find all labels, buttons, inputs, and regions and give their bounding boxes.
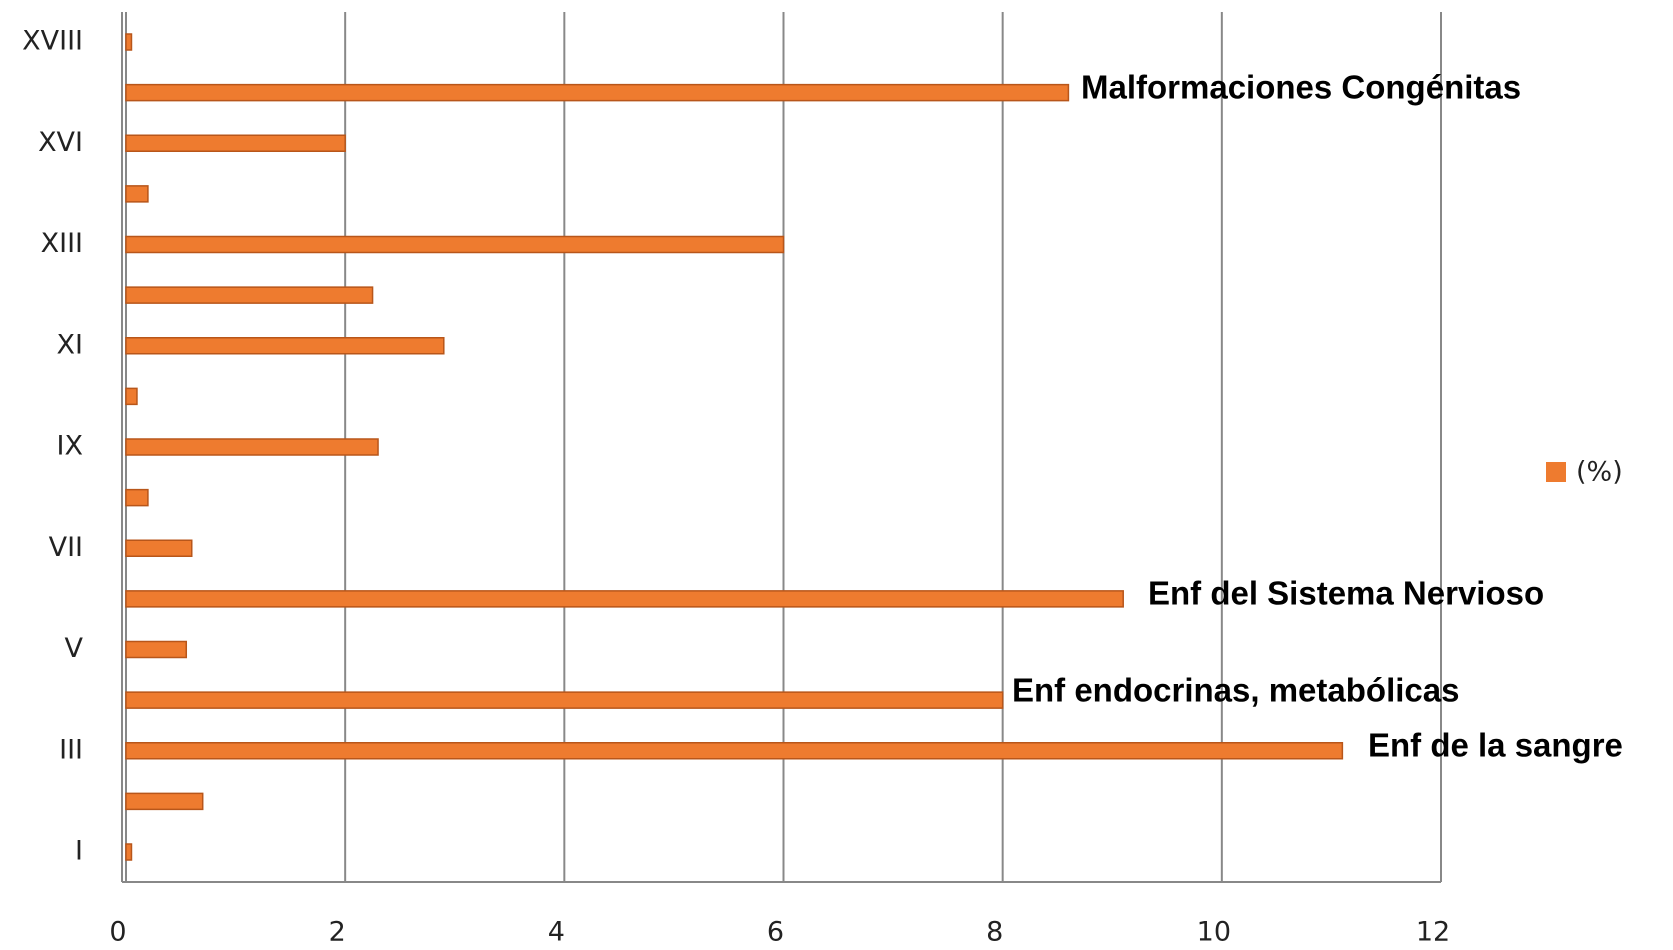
legend-label: (%)	[1576, 457, 1623, 488]
bar	[125, 337, 445, 355]
bar	[125, 843, 133, 861]
y-tick-label: XVIII	[22, 26, 83, 57]
x-tick-label: 8	[986, 917, 1003, 948]
annotation: Malformaciones Congénitas	[1081, 69, 1521, 106]
y-tick-label: IX	[57, 431, 83, 462]
y-tick-label: V	[65, 633, 84, 664]
y-tick-label: I	[75, 836, 83, 867]
x-tick-label: 2	[329, 917, 346, 948]
bar	[125, 286, 374, 304]
bar	[125, 488, 149, 507]
bar	[125, 539, 193, 557]
annotation: Enf endocrinas, metabólicas	[1012, 672, 1459, 709]
bar	[125, 185, 149, 203]
bar	[125, 640, 188, 659]
bar	[125, 387, 138, 406]
bar	[125, 742, 1344, 760]
bar	[125, 83, 1070, 102]
x-tick-label: 0	[109, 917, 126, 948]
y-tick-label: XVI	[38, 127, 83, 158]
bar	[125, 33, 133, 51]
x-tick-label: 4	[548, 917, 565, 948]
bar	[125, 438, 379, 456]
x-tick-label: 12	[1416, 917, 1450, 948]
bar	[125, 235, 785, 254]
y-tick-label: XI	[57, 329, 83, 360]
x-tick-label: 6	[767, 917, 784, 948]
y-tick-label: III	[59, 734, 83, 765]
legend-swatch	[1546, 462, 1566, 482]
bar	[125, 134, 346, 152]
annotation: Enf de la sangre	[1368, 727, 1623, 764]
bar	[125, 691, 1004, 709]
annotation: Enf del Sistema Nervioso	[1148, 575, 1544, 612]
bar	[125, 590, 1124, 608]
y-tick-label: XIII	[41, 228, 83, 259]
x-tick-label: 10	[1197, 917, 1231, 948]
y-tick-label: VII	[49, 532, 83, 563]
bar	[125, 792, 204, 811]
